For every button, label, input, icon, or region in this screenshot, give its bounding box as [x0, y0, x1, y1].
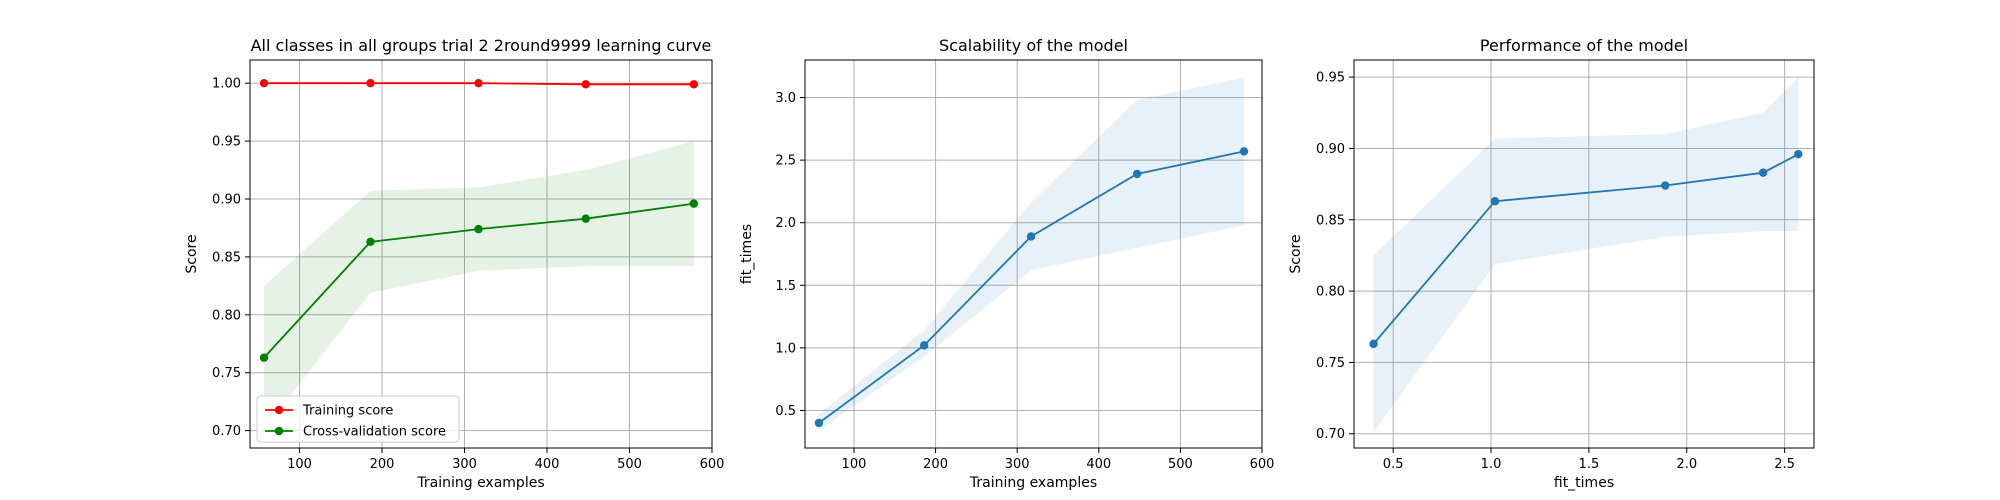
y-tick-label: 1.00: [212, 77, 241, 92]
x-tick-label: 200: [923, 457, 948, 472]
data-point: [1369, 339, 1378, 349]
data-point: [366, 78, 375, 88]
data-point: [1794, 149, 1803, 159]
legend: Training score Cross-validation score: [256, 395, 460, 443]
y-tick-label: 2.5: [775, 154, 796, 169]
x-tick-label: 2.5: [1774, 457, 1795, 472]
y-tick-label: 0.5: [775, 404, 796, 419]
chart-title: Scalability of the model: [939, 36, 1128, 55]
y-tick-label: 1.0: [775, 341, 796, 356]
chart-panel-2: 100 200 300 400 500 600 0.5 1.0 1.5 2.0 2.5 3.0 Scal…: [739, 36, 1274, 491]
legend-label: Cross-validation score: [303, 425, 446, 440]
y-tick-label: 0.85: [1316, 213, 1345, 228]
x-axis-label: Training examples: [416, 475, 544, 491]
legend-label: Training score: [302, 404, 393, 419]
x-tick-label: 600: [1250, 457, 1275, 472]
y-tick-label: 0.75: [1316, 356, 1345, 371]
y-tick-label: 1.5: [775, 279, 796, 294]
chart-panel-3: 0.5 1.0 1.5 2.0 2.5 0.70 0.75 0.80 0.85 0.90 0.95 P…: [1288, 36, 1815, 491]
x-tick-label: 600: [700, 457, 725, 472]
legend-box: [256, 395, 460, 443]
data-point: [366, 237, 375, 247]
y-tick-label: 0.70: [212, 424, 241, 439]
chart-title: All classes in all groups trial 2 2round…: [251, 36, 712, 55]
y-tick-label: 3.0: [775, 91, 796, 106]
x-tick-label: 500: [617, 457, 642, 472]
x-tick-label: 400: [535, 457, 560, 472]
data-point: [259, 78, 269, 88]
data-point: [1026, 232, 1036, 241]
axes-frame: [804, 59, 1263, 449]
axes-frame: [1353, 59, 1815, 449]
data-point: [474, 78, 483, 88]
x-axis-label: fit_times: [1554, 475, 1614, 491]
legend-swatch-marker: [274, 426, 284, 436]
y-tick-label: 0.95: [212, 135, 241, 150]
data-point: [1239, 147, 1249, 156]
std-band-2: [264, 141, 694, 430]
y-axis-label: Score: [184, 234, 200, 273]
data-point: [1132, 169, 1142, 179]
x-tick-label: 1.0: [1481, 457, 1502, 472]
data-point: [474, 224, 483, 234]
y-tick-label: 0.70: [1316, 427, 1345, 442]
x-tick-label: 1.5: [1579, 457, 1600, 472]
y-tick-label: 0.90: [212, 192, 241, 207]
x-tick-label: 500: [1168, 457, 1193, 472]
y-tick-label: 0.85: [212, 250, 241, 265]
x-tick-label: 300: [1005, 457, 1030, 472]
x-tick-label: 0.5: [1383, 457, 1404, 472]
data-point: [1661, 181, 1670, 190]
x-tick-label: 100: [842, 457, 867, 472]
y-tick-label: 0.90: [1316, 142, 1345, 157]
data-point: [689, 80, 699, 89]
data-point: [919, 341, 929, 350]
chart-title: Performance of the model: [1480, 36, 1688, 55]
data-point: [581, 214, 590, 223]
axes-frame: [249, 59, 713, 449]
y-tick-label: 2.0: [775, 216, 796, 231]
data-point: [1490, 197, 1500, 206]
y-tick-label: 0.80: [1316, 285, 1345, 300]
y-axis-label: Score: [1288, 234, 1304, 273]
x-tick-label: 100: [287, 457, 312, 472]
data-point: [1758, 168, 1768, 177]
y-tick-label: 0.75: [212, 366, 241, 381]
y-tick-label: 0.80: [212, 308, 241, 323]
x-tick-label: 2.0: [1676, 457, 1697, 472]
std-band-1: [1373, 77, 1799, 433]
data-point: [581, 80, 590, 89]
legend-swatch-marker: [274, 405, 284, 415]
data-point: [259, 353, 269, 362]
x-tick-label: 400: [1086, 457, 1111, 472]
data-point: [689, 199, 699, 208]
data-point: [814, 418, 824, 428]
y-tick-label: 0.95: [1316, 71, 1345, 86]
x-tick-label: 200: [370, 457, 395, 472]
chart-panel-1: 100 200 300 400 500 600 0.70 0.75 0.80 0.85 0.90 0.…: [184, 36, 724, 491]
y-axis-label: fit_times: [739, 224, 755, 284]
x-axis-label: Training examples: [969, 475, 1097, 491]
x-tick-label: 300: [452, 457, 477, 472]
